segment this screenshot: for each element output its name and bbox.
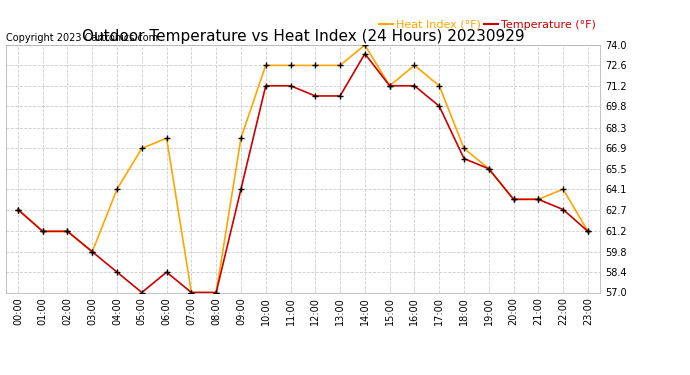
Title: Outdoor Temperature vs Heat Index (24 Hours) 20230929: Outdoor Temperature vs Heat Index (24 Ho… [81, 29, 524, 44]
Text: Copyright 2023 Cartronics.com: Copyright 2023 Cartronics.com [6, 33, 157, 42]
Legend: Heat Index (°F), Temperature (°F): Heat Index (°F), Temperature (°F) [375, 15, 600, 34]
